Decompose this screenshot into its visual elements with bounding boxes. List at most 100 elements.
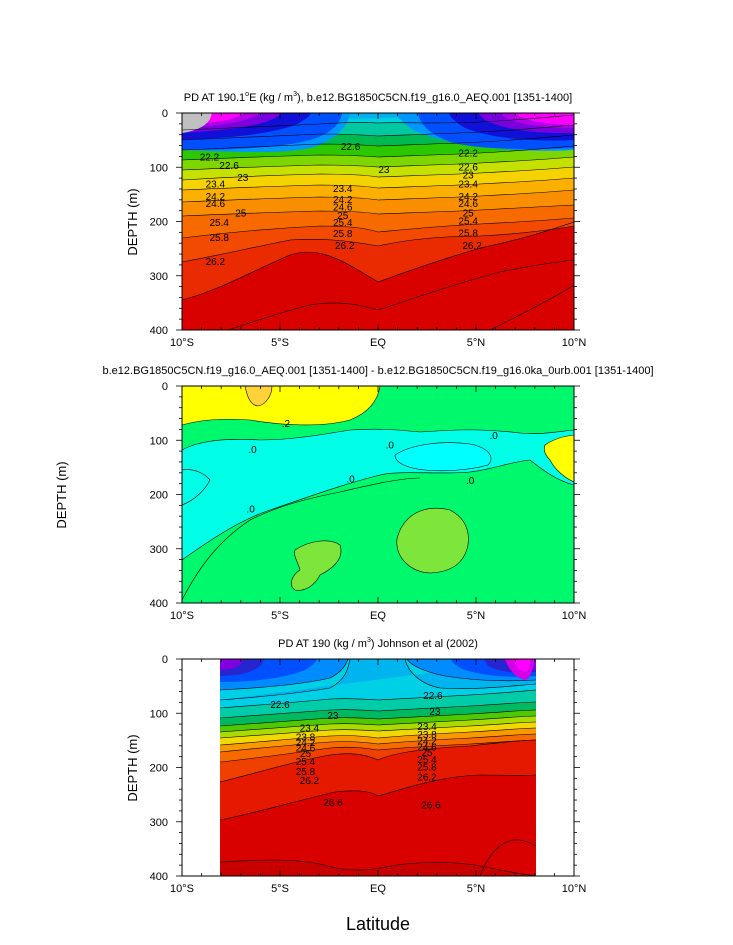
figure-xlabel: Latitude [346, 914, 410, 934]
contour-label: .0 [386, 441, 395, 452]
x-tick-label: EQ [370, 610, 386, 622]
contour-label: 24.2 [333, 195, 353, 206]
contour-label: 26.2 [462, 241, 482, 252]
contour-label: .2 [282, 419, 291, 430]
contour-label: 25.4 [296, 757, 316, 768]
contour-label: 23 [463, 170, 475, 181]
x-tick-label: 10°S [170, 610, 194, 622]
x-tick-label: 10°S [170, 337, 194, 349]
x-tick-label: 10°N [562, 883, 587, 895]
contour-label: .0 [466, 476, 475, 487]
y-tick-label: 0 [162, 108, 168, 120]
y-tick-label: 100 [150, 708, 168, 720]
contour-label: .0 [246, 505, 255, 516]
contour-label: 23.8 [417, 730, 437, 741]
y-tick-label: 0 [162, 381, 168, 393]
contour-label: 25 [421, 748, 433, 759]
x-tick-label: 5°N [467, 337, 486, 349]
contour-label: 23.4 [458, 180, 478, 191]
contour-label: 25.8 [458, 228, 478, 239]
x-tick-label: 10°S [170, 883, 194, 895]
panel-3-title: PD AT 190 (kg / m3) Johnson et al (2002) [278, 637, 478, 650]
contour-label: 22.2 [458, 149, 478, 160]
panel-3: PD AT 190 (kg / m3) Johnson et al (2002) [125, 637, 586, 895]
contour-label: 25.8 [210, 233, 230, 244]
panel-1: PD AT 190.1oE (kg / m3), b.e12.BG1850C5C… [125, 91, 586, 349]
contour-label: 23 [429, 707, 441, 718]
contour-label: 25.8 [417, 763, 437, 774]
panel-2-ylabel: DEPTH (m) [54, 461, 69, 528]
y-tick-label: 300 [150, 817, 168, 829]
y-tick-label: 100 [150, 162, 168, 174]
contour-label: 25.4 [417, 755, 437, 766]
x-tick-label: 5°S [271, 337, 289, 349]
contour-label: 26.2 [335, 241, 355, 252]
y-tick-label: 0 [162, 654, 168, 666]
contour-label: 25 [337, 211, 349, 222]
x-tick-label: 5°N [467, 883, 486, 895]
panel-1-ylabel: DEPTH (m) [125, 188, 140, 255]
contour-label: 22.6 [423, 691, 443, 702]
contour-label: 22.2 [200, 152, 220, 163]
contour-label: 26.2 [206, 257, 226, 268]
panel-2-fill [182, 386, 574, 603]
panel-2: b.e12.BG1850C5CN.f19_g16.0_AEQ.001 [1351… [54, 365, 654, 622]
y-tick-label: 200 [150, 217, 168, 229]
panel-1-fill [182, 113, 574, 330]
contour-label: 25.4 [458, 217, 478, 228]
contour-label: 25 [235, 208, 247, 219]
x-tick-label: 5°N [467, 610, 486, 622]
contour-label: 24.2 [296, 738, 316, 749]
contour-label: 23.4 [417, 722, 437, 733]
contour-label: 25.4 [333, 218, 353, 229]
contour-label: 24.2 [458, 192, 478, 203]
panel-3-fill [220, 659, 536, 876]
contour-label: 23 [378, 165, 390, 176]
contour-label: 23.4 [333, 184, 353, 195]
contour-label: .0 [489, 431, 498, 442]
y-tick-label: 400 [150, 598, 168, 610]
contour-label: .0 [346, 474, 355, 485]
contour-label: 26.2 [417, 772, 437, 783]
y-tick-label: 300 [150, 544, 168, 556]
contour-label: 23 [327, 711, 339, 722]
y-tick-label: 400 [150, 871, 168, 883]
contour-label: 23.8 [296, 733, 316, 744]
contour-label: 24.6 [333, 202, 353, 213]
contour-label: 25.4 [210, 218, 230, 229]
contour-label: 24.2 [206, 192, 226, 203]
contour-label: 24.2 [417, 736, 437, 747]
contour-label: 24.6 [296, 744, 316, 755]
contour-label: 23.4 [300, 723, 320, 734]
x-tick-label: EQ [370, 337, 386, 349]
panel-2-title: b.e12.BG1850C5CN.f19_g16.0_AEQ.001 [1351… [102, 365, 653, 377]
panel-1-title: PD AT 190.1oE (kg / m3), b.e12.BG1850C5C… [184, 91, 572, 104]
y-tick-label: 400 [150, 325, 168, 337]
contour-label: 22.6 [458, 162, 478, 173]
y-tick-label: 200 [150, 490, 168, 502]
contour-label: .0 [248, 445, 257, 456]
x-tick-label: 5°S [271, 883, 289, 895]
contour-label: 26.2 [300, 776, 320, 787]
contour-label: 26.6 [323, 798, 343, 809]
contour-label: 25.8 [333, 229, 353, 240]
x-tick-label: 10°N [562, 610, 587, 622]
y-tick-label: 300 [150, 271, 168, 283]
contour-label: 24.6 [458, 199, 478, 210]
contour-label: 22.6 [341, 142, 361, 153]
x-tick-label: 10°N [562, 337, 587, 349]
x-tick-label: 5°S [271, 610, 289, 622]
contour-label: 23 [237, 173, 249, 184]
contour-label: 24.6 [206, 199, 226, 210]
contour-label: 24.6 [417, 742, 437, 753]
y-tick-label: 100 [150, 435, 168, 447]
y-tick-label: 200 [150, 763, 168, 775]
contour-label: 25 [300, 749, 312, 760]
contour-label: 22.6 [219, 161, 239, 172]
contour-label: 26.6 [421, 800, 441, 811]
contour-label: 25 [463, 208, 475, 219]
contour-label: 22.6 [270, 700, 290, 711]
contour-label: 25.8 [296, 767, 316, 778]
contour-label: 23.4 [206, 180, 226, 191]
